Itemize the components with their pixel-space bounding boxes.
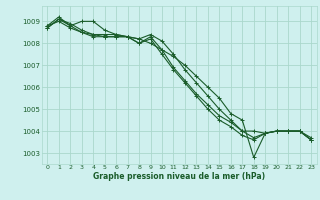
X-axis label: Graphe pression niveau de la mer (hPa): Graphe pression niveau de la mer (hPa) (93, 172, 265, 181)
